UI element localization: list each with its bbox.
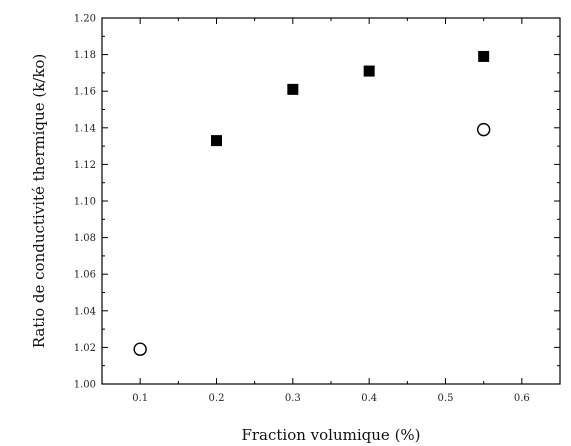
x-tick-label: 0.2	[209, 393, 225, 404]
y-tick-label: 1.04	[74, 306, 96, 317]
x-tick-label: 0.4	[361, 393, 377, 404]
data-point-square	[211, 135, 222, 147]
y-tick-label: 1.14	[74, 123, 96, 134]
x-axis: 0.1 0.2 0.3 0.4 0.5 0.6	[132, 18, 530, 404]
data-point-circle	[133, 342, 147, 356]
y-tick-label: 1.20	[74, 14, 96, 25]
data-point-square	[287, 83, 299, 95]
x-axis-title: Fraction volumique (%)	[241, 426, 420, 444]
x-tick-label: 0.6	[514, 393, 530, 404]
data-points	[133, 50, 491, 356]
y-tick-label: 1.08	[74, 233, 96, 244]
data-point-circle	[476, 122, 491, 137]
x-tick-label: 0.1	[132, 393, 148, 404]
data-point-square	[478, 50, 490, 62]
x-tick-label: 0.5	[438, 393, 454, 404]
y-axis: 1.00 1.02 1.04 1.06 1.08 1.10 1.12 1.14 1.16 1.18…	[74, 14, 560, 391]
y-tick-label: 1.06	[74, 270, 96, 281]
y-tick-label: 1.18	[74, 50, 96, 61]
y-tick-label: 1.12	[74, 160, 96, 171]
y-tick-label: 1.10	[74, 197, 96, 208]
y-tick-label: 1.02	[74, 343, 96, 354]
y-tick-label: 1.16	[74, 87, 96, 98]
data-point-square	[363, 65, 375, 77]
x-tick-label: 0.3	[285, 393, 301, 404]
y-tick-label: 1.00	[74, 380, 96, 391]
y-axis-title: Ratio de conductivité thermique (k/ko)	[30, 54, 48, 349]
plot-frame	[101, 17, 561, 385]
